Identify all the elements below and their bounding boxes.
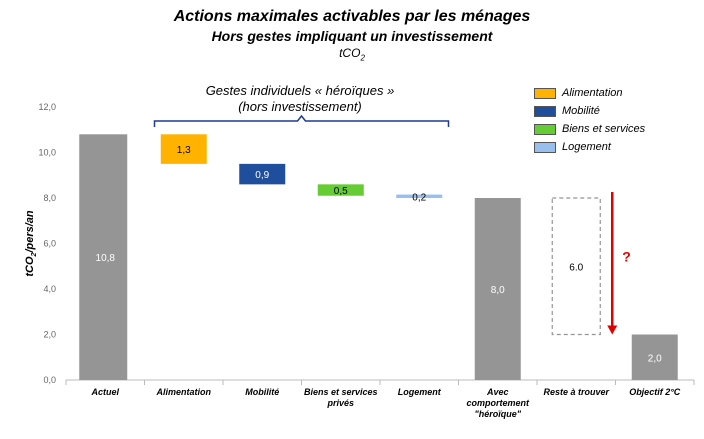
legend-label-alimentation: Alimentation <box>562 87 623 99</box>
y-axis-label-rest: /pers/an <box>24 210 36 253</box>
bar-data-label: 0,9 <box>255 170 269 181</box>
legend-swatch-mobilite <box>534 105 556 117</box>
legend-label-mobilite: Mobilité <box>562 105 600 117</box>
bar <box>317 184 364 196</box>
category-label: Mobilité <box>245 387 279 397</box>
bar <box>239 163 286 185</box>
category-label: privés <box>326 398 354 408</box>
category-label: Biens et services <box>304 387 378 397</box>
category-label: Actuel <box>90 387 119 397</box>
y-axis-label: tCO2/pers/an <box>24 210 38 277</box>
category-label: Avec <box>486 387 509 397</box>
legend-item-biens: Biens et services <box>534 120 645 138</box>
bar-data-label: 8,0 <box>491 285 505 296</box>
chart-subtitle: Hors gestes impliquant un investissement <box>211 28 493 44</box>
y-tick-label: 8,0 <box>43 193 56 203</box>
bar-rest-a-trouver <box>551 197 601 336</box>
chart-unit: tCO2 <box>339 46 365 63</box>
y-tick-label: 0,0 <box>43 375 56 385</box>
category-label: Objectif 2°C <box>629 387 681 397</box>
y-tick-label: 6,0 <box>43 239 56 249</box>
arrow-head <box>607 325 618 335</box>
chart-title: Actions maximales activables par les mén… <box>173 8 531 25</box>
legend-item-logement: Logement <box>534 138 645 156</box>
bracket-brace <box>153 114 450 127</box>
legend: Alimentation Mobilité Biens et services … <box>534 84 645 156</box>
legend-swatch-alimentation <box>534 87 556 99</box>
legend-label-logement: Logement <box>562 141 611 153</box>
legend-swatch-biens <box>534 123 556 135</box>
bracket-label-line1: Gestes individuels « héroïques » <box>205 83 395 98</box>
y-axis-label-main: tCO <box>24 256 36 277</box>
bar-data-label: 1,3 <box>177 145 191 156</box>
y-tick-label: 4,0 <box>43 284 56 294</box>
bar-data-label: 0,2 <box>412 192 426 203</box>
category-label: comportement <box>466 398 530 408</box>
legend-item-alimentation: Alimentation <box>534 84 645 102</box>
y-tick-label: 10,0 <box>38 148 56 158</box>
legend-swatch-logement <box>534 141 556 153</box>
y-axis-label-sub: 2 <box>31 252 38 257</box>
category-label: Reste à trouver <box>543 387 609 397</box>
bar <box>160 134 207 164</box>
bar-data-label: 2,0 <box>648 353 662 364</box>
legend-item-mobilite: Mobilité <box>534 102 645 120</box>
arrow-question-mark: ? <box>622 249 631 265</box>
bar <box>474 198 521 380</box>
y-tick-label: 12,0 <box>38 102 56 112</box>
legend-label-biens: Biens et services <box>562 123 646 135</box>
bar-data-label: 10,8 <box>96 253 116 264</box>
category-label: Alimentation <box>155 387 211 397</box>
category-label: "héroïque" <box>474 409 521 419</box>
bar <box>396 194 443 198</box>
y-tick-label: 2,0 <box>43 330 56 340</box>
bar <box>79 134 128 380</box>
bar-data-label: 6.0 <box>569 262 583 273</box>
bar-data-label: 0,5 <box>334 186 348 197</box>
bracket-label-line2: (hors investissement) <box>238 99 362 114</box>
bar <box>631 334 678 380</box>
category-label: Logement <box>398 387 442 397</box>
